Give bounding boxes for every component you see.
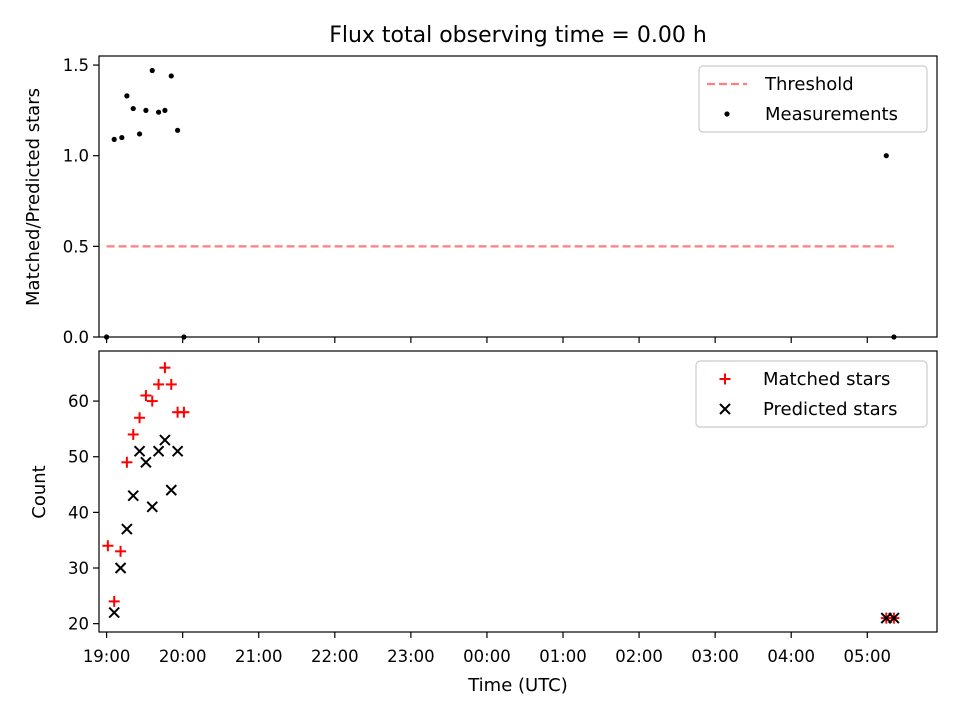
legend-measurements-swatch bbox=[724, 111, 730, 117]
top-y-tick-label: 1.0 bbox=[63, 147, 89, 166]
matched-star-point bbox=[108, 595, 120, 607]
predicted-star-point bbox=[171, 445, 184, 457]
matched-star-point bbox=[121, 456, 133, 468]
matched-star-point bbox=[115, 545, 127, 557]
bottom-y-tick-label: 40 bbox=[68, 503, 89, 522]
legend-plus-mark bbox=[719, 373, 731, 385]
matched-star-point bbox=[140, 390, 152, 402]
bottom-legend: Matched stars Predicted stars bbox=[695, 360, 928, 428]
bottom-panel-plot bbox=[102, 362, 900, 624]
measurement-point bbox=[119, 134, 125, 141]
legend-predicted-label: Predicted stars bbox=[763, 399, 897, 420]
x-axis-label: Time (UTC) bbox=[467, 675, 568, 696]
top-y-axis-label: Matched/Predicted stars bbox=[23, 88, 44, 306]
top-panel-frame bbox=[98, 55, 938, 338]
bottom-y-axis-label: Count bbox=[29, 465, 50, 518]
x-tick-label: 21:00 bbox=[235, 647, 283, 666]
legend-predicted-swatch bbox=[719, 403, 731, 415]
x-tick-label: 19:00 bbox=[83, 647, 131, 666]
bottom-y-tick-label: 50 bbox=[68, 448, 89, 467]
measurement-point bbox=[124, 93, 130, 99]
predicted-star-point bbox=[146, 501, 158, 513]
predicted-star-point bbox=[114, 562, 127, 574]
bottom-legend-box bbox=[695, 360, 928, 428]
measurement-point bbox=[162, 107, 168, 113]
matched-star-point bbox=[102, 540, 114, 552]
predicted-star-point bbox=[127, 489, 139, 502]
matched-star-point bbox=[159, 362, 171, 374]
bottom-panel: 20 30 40 50 60 19:00 20:00 21:00 22:00 23:00 00:00… bbox=[29, 350, 938, 666]
matched-star-point bbox=[134, 412, 146, 424]
predicted-star-point bbox=[888, 612, 900, 624]
x-tick-label: 23:00 bbox=[387, 647, 435, 666]
x-tick-label: 01:00 bbox=[539, 647, 587, 666]
measurement-point bbox=[155, 109, 162, 115]
legend-measurements-label: Measurements bbox=[765, 104, 898, 125]
top-legend-box bbox=[698, 65, 928, 133]
legend-matched-label: Matched stars bbox=[763, 369, 890, 390]
bottom-y-tick-label: 20 bbox=[68, 615, 89, 634]
bottom-y-tick-label: 30 bbox=[68, 559, 89, 578]
measurement-point bbox=[143, 107, 149, 113]
predicted-star-point bbox=[121, 523, 133, 535]
predicted-star-point bbox=[140, 456, 152, 468]
measurement-point bbox=[883, 153, 889, 159]
measurement-point bbox=[130, 105, 136, 112]
top-panel: 0.0 0.5 1.0 1.5 Matched/Predicted stars Thr… bbox=[23, 55, 938, 347]
x-tick-label: 05:00 bbox=[843, 647, 891, 666]
top-panel-grid-ticks: 0.0 0.5 1.0 1.5 bbox=[63, 56, 868, 347]
predicted-star-point bbox=[165, 484, 177, 496]
chart-title: Flux total observing time = 0.00 h bbox=[329, 23, 707, 48]
measurement-point bbox=[136, 131, 143, 137]
x-tick-label: 03:00 bbox=[691, 647, 739, 666]
matched-star-point bbox=[178, 406, 190, 418]
x-tick-label: 22:00 bbox=[311, 647, 359, 666]
legend-threshold-label: Threshold bbox=[764, 74, 854, 95]
predicted-star-point bbox=[133, 445, 146, 457]
predicted-star-point bbox=[152, 445, 165, 457]
bottom-panel-frame bbox=[98, 350, 938, 633]
x-tick-label: 04:00 bbox=[767, 647, 815, 666]
legend-matched-swatch bbox=[719, 373, 731, 385]
x-tick-label: 02:00 bbox=[615, 647, 663, 666]
bottom-y-tick-label: 60 bbox=[68, 392, 89, 411]
measurement-point bbox=[149, 67, 155, 74]
matched-star-point bbox=[146, 395, 158, 407]
matched-star-point bbox=[165, 378, 177, 390]
top-y-tick-label: 1.5 bbox=[63, 56, 89, 75]
measurement-point bbox=[111, 136, 117, 142]
matched-star-point bbox=[153, 378, 165, 390]
top-y-tick-label: 0.5 bbox=[63, 237, 89, 256]
matched-star-point bbox=[127, 428, 139, 440]
predicted-star-point bbox=[108, 606, 120, 619]
bottom-panel-grid-ticks: 20 30 40 50 60 19:00 20:00 21:00 22:00 23:00 00:00… bbox=[68, 392, 891, 666]
top-y-tick-label: 0.0 bbox=[63, 328, 89, 347]
x-tick-label: 00:00 bbox=[463, 647, 511, 666]
top-legend: Threshold Measurements bbox=[698, 65, 928, 133]
predicted-star-point bbox=[159, 434, 171, 446]
x-tick-label: 20:00 bbox=[159, 647, 207, 666]
measurement-point bbox=[168, 73, 174, 79]
legend-x-mark bbox=[719, 403, 731, 415]
measurement-point bbox=[175, 127, 181, 133]
